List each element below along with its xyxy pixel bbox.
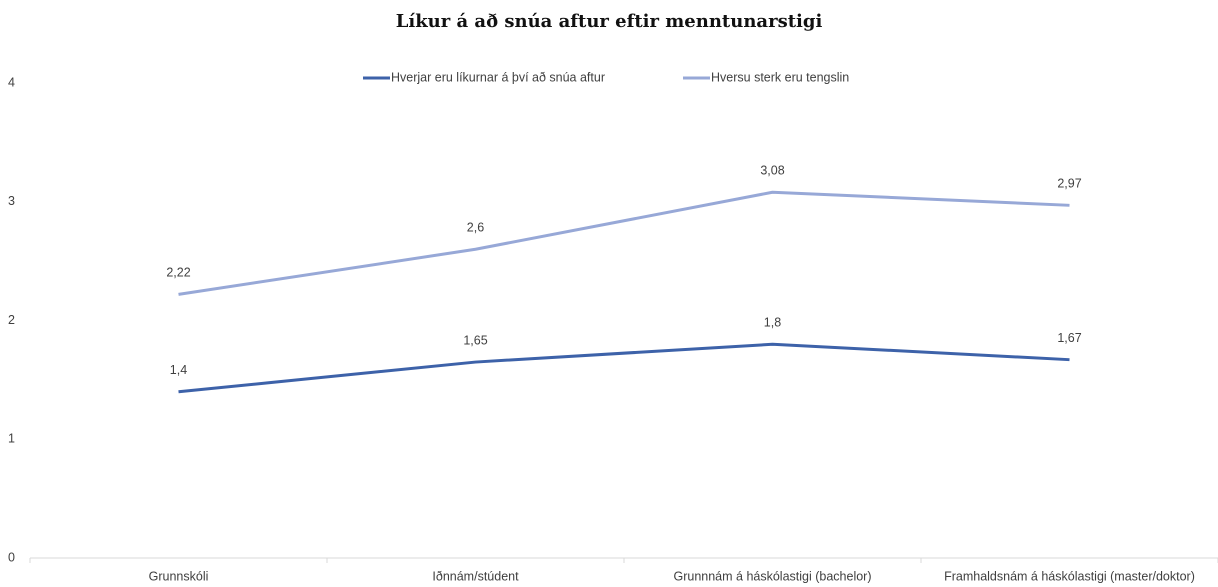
y-tick-label: 3 <box>8 194 15 208</box>
series-line <box>178 190 1070 296</box>
x-tick-label: Iðnnám/stúdent <box>432 569 519 583</box>
chart-title: Líkur á að snúa aftur eftir menntunarsti… <box>396 11 823 32</box>
x-tick-label: Grunnskóli <box>149 569 209 583</box>
data-label: 1,65 <box>463 333 487 347</box>
series-line <box>178 342 1070 394</box>
x-tick-label: Grunnnám á háskólastigi (bachelor) <box>673 569 871 583</box>
y-tick-label: 2 <box>8 313 15 327</box>
legend-label: Hversu sterk eru tengslin <box>711 70 849 84</box>
data-label: 1,67 <box>1057 331 1081 345</box>
x-tick-label: Framhaldsnám á háskólastigi (master/dokt… <box>944 569 1195 583</box>
data-label: 1,8 <box>764 316 781 330</box>
y-tick-label: 4 <box>8 75 15 89</box>
data-label: 3,08 <box>760 164 784 178</box>
data-label: 2,97 <box>1057 177 1081 191</box>
y-tick-label: 1 <box>8 432 15 446</box>
data-label: 2,22 <box>166 266 190 280</box>
legend-label: Hverjar eru líkurnar á því að snúa aftur <box>391 70 605 84</box>
data-label: 2,6 <box>467 221 484 235</box>
data-label: 1,4 <box>170 363 187 377</box>
y-tick-label: 0 <box>8 550 15 564</box>
